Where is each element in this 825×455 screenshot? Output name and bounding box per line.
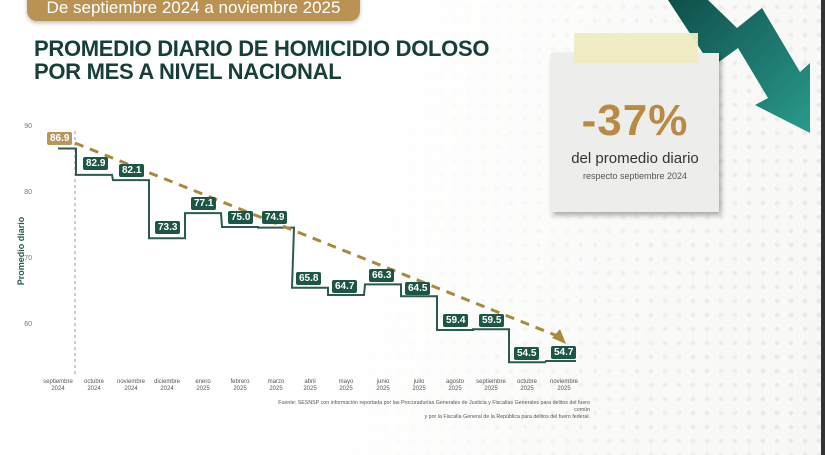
x-tick-label: mayo 2025 [338,379,354,392]
y-tick: 80 [24,189,32,196]
title-line-1: PROMEDIO DIARIO DE HOMICIDIO DOLOSO [34,36,490,61]
date-range-badge: De septiembre 2024 a noviembre 2025 [27,0,360,21]
value-label: 59.4 [443,314,469,327]
percent-change: -37% [581,96,689,145]
value-label: 64.7 [332,280,358,293]
x-tick-label: octubre 2025 [516,379,537,392]
trend-line [74,141,561,339]
x-tick-label: septiembre 2025 [476,379,506,392]
value-label: 64.5 [405,282,431,295]
step-line [58,147,576,364]
x-tick-label: diciembre 2024 [153,379,180,392]
x-tick-label: abril 2025 [303,379,317,392]
x-tick-label: septiembre 2024 [43,379,73,392]
window-edge [821,0,825,455]
value-label: 74.9 [262,211,288,224]
x-tick-label: agosto 2025 [445,379,464,392]
y-tick: 60 [24,321,32,328]
y-tick: 70 [24,255,32,262]
value-label: 82.1 [119,164,145,177]
source-note: Fuente: SESNSP con información reportada… [262,400,590,421]
x-tick-label: noviembre 2025 [549,379,578,392]
x-tick-label: noviembre 2024 [116,379,145,392]
page-title: PROMEDIO DIARIO DE HOMICIDIO DOLOSO POR … [34,37,489,83]
value-label: 86.9 [47,132,73,145]
value-label: 54.5 [514,347,540,360]
title-line-2: POR MES A NIVEL NACIONAL [34,59,342,84]
value-label: 73.3 [155,221,181,234]
source-line-2: y por la Fiscalía General de la Repúblic… [424,414,590,420]
trend-arrowhead-icon [552,329,566,344]
y-axis-label: Promedio diario [16,216,26,286]
x-tick-label: junio 2025 [376,379,390,392]
value-label: 75.0 [228,211,254,224]
callout-line-1: del promedio diario [571,150,699,167]
x-tick-label: julio 2025 [412,379,426,392]
x-tick-label: enero 2025 [195,379,211,392]
value-label: 66.3 [369,269,395,282]
tape-decoration [574,33,698,63]
callout-card [551,53,719,212]
callout-line-2: respecto septiembre 2024 [582,171,688,181]
value-label: 77.1 [191,197,217,210]
value-label: 59.5 [479,314,505,327]
value-label: 54.7 [551,346,577,359]
x-tick-label: octubre 2024 [83,379,104,392]
y-tick: 90 [24,123,32,130]
value-label: 82.9 [83,157,109,170]
x-tick-label: febrero 2025 [230,379,250,392]
source-line-1: Fuente: SESNSP con información reportada… [278,400,590,413]
value-label: 65.8 [296,272,322,285]
x-tick-label: marzo 2025 [267,379,285,392]
